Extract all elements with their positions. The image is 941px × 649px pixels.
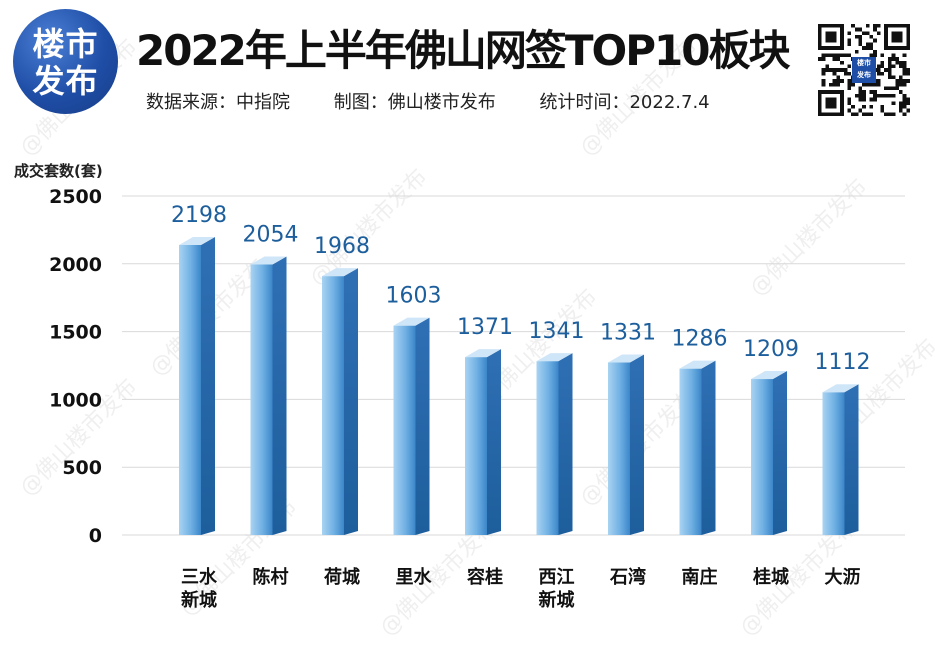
y-tick-label: 1000 (49, 389, 102, 411)
data-label: 1968 (314, 234, 370, 259)
bar-front (393, 325, 416, 535)
bar-front (179, 244, 201, 535)
bar-side (415, 317, 430, 535)
bar-top (322, 268, 358, 277)
x-tick-label: 三水 (181, 566, 218, 588)
qr-badge-line1: 楼市 (857, 59, 871, 67)
x-tick-label: 大沥 (825, 566, 861, 588)
x-tick-label: 石湾 (609, 566, 646, 588)
bar-front (679, 368, 702, 535)
logo-line2: 发布 (32, 62, 99, 100)
x-tick-label: 新城 (539, 589, 575, 611)
y-tick-label: 500 (62, 457, 102, 479)
data-label: 1112 (815, 350, 871, 375)
x-tick-label: 里水 (396, 566, 433, 588)
y-tick-label: 0 (89, 525, 102, 547)
y-tick-label: 2500 (49, 186, 102, 208)
y-tick-label: 2000 (49, 254, 102, 276)
y-tick-label: 1500 (49, 322, 102, 344)
data-label: 1331 (600, 321, 656, 346)
bar: 1209 (743, 337, 799, 535)
bar-front (608, 362, 630, 535)
bar: 1603 (386, 284, 442, 535)
data-label: 1371 (457, 315, 513, 340)
qr-badge-line2: 发布 (857, 71, 871, 79)
x-tick-label: 南庄 (682, 566, 718, 588)
bar: 1968 (314, 234, 370, 535)
data-label: 2054 (243, 222, 299, 247)
qr-code (818, 24, 910, 116)
bar-side (773, 371, 787, 535)
bar-side (701, 360, 716, 535)
bar-side (487, 349, 501, 535)
logo-line1: 楼市 (32, 25, 99, 63)
bar-side (630, 354, 644, 535)
bar-side (201, 236, 215, 535)
bar-side (272, 256, 287, 535)
bar: 1371 (457, 315, 513, 535)
bar-top (751, 371, 787, 380)
chart-title: 2022年上半年佛山网签TOP10板块 (136, 26, 790, 75)
data-label: 1209 (743, 337, 799, 362)
data-label: 1603 (386, 284, 442, 309)
data-label: 1341 (529, 319, 585, 344)
data-label: 1286 (672, 327, 728, 352)
bar-front (751, 379, 773, 535)
bar-side (844, 384, 859, 535)
data-source: 数据来源：中指院 (146, 92, 290, 113)
bar: 2054 (243, 222, 299, 535)
bar-side (558, 353, 573, 535)
stat-date: 统计时间：2022.7.4 (539, 92, 710, 113)
x-tick-label: 荷城 (324, 566, 360, 588)
bar-front (465, 357, 487, 535)
bar-side (344, 268, 358, 535)
bar: 1341 (529, 319, 585, 535)
bar: 1286 (672, 327, 728, 535)
bar-top (393, 317, 430, 326)
bar-top (179, 236, 215, 245)
x-tick-label: 桂城 (752, 566, 789, 588)
bar-top (608, 354, 644, 363)
x-tick-label: 容桂 (467, 566, 503, 588)
bar-front (536, 361, 559, 535)
bar: 2198 (171, 203, 227, 535)
chart-author: 制图：佛山楼市发布 (333, 92, 496, 113)
x-tick-label: 陈村 (253, 566, 289, 588)
bar-top (250, 256, 287, 265)
bar-top (465, 349, 501, 358)
bar-front (822, 392, 845, 535)
qr-logo-badge: 楼市 发布 (852, 57, 876, 83)
logo: 楼市 发布 (13, 9, 118, 114)
bar-top (679, 360, 716, 369)
bar-top (822, 384, 859, 393)
meta-line: 数据来源：中指院 制图：佛山楼市发布 统计时间：2022.7.4 (146, 88, 748, 114)
x-tick-label: 新城 (181, 589, 217, 611)
data-label: 2198 (171, 203, 227, 228)
bar-front (322, 276, 344, 535)
y-axis-title: 成交套数(套) (14, 162, 103, 180)
bar: 1331 (600, 321, 656, 535)
bar-front (250, 264, 273, 535)
bar-top (536, 353, 573, 362)
bar: 1112 (815, 350, 871, 535)
x-tick-label: 西江 (539, 567, 575, 588)
